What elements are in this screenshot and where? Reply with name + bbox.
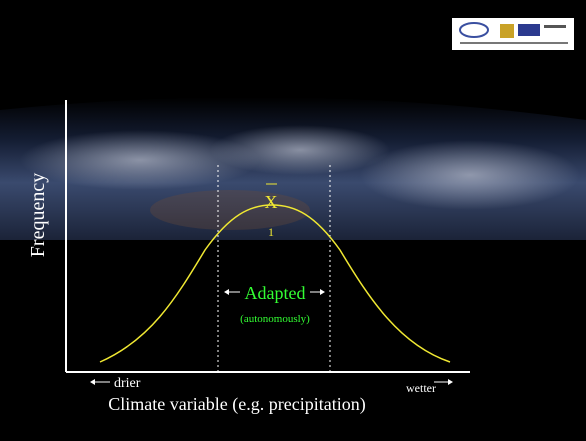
right-label: wetter xyxy=(406,381,436,395)
mean-subscript: 1 xyxy=(268,225,274,239)
x-axis-label: Climate variable (e.g. precipitation) xyxy=(108,394,365,415)
land xyxy=(150,190,310,230)
logo-mark xyxy=(544,25,566,28)
logo-crest xyxy=(500,24,514,38)
zone-sublabel: (autonomously) xyxy=(240,313,310,325)
zone-label: Adapted xyxy=(245,283,306,303)
logo-mark xyxy=(518,24,540,36)
mean-label: X xyxy=(265,192,278,212)
logo xyxy=(452,18,574,50)
cloud xyxy=(360,140,580,210)
logo-mark xyxy=(460,42,568,44)
slide: Frequency X 1 Adapted (autonomously) dri… xyxy=(0,0,586,441)
left-label: drier xyxy=(114,376,141,391)
y-axis-label: Frequency xyxy=(27,173,49,257)
